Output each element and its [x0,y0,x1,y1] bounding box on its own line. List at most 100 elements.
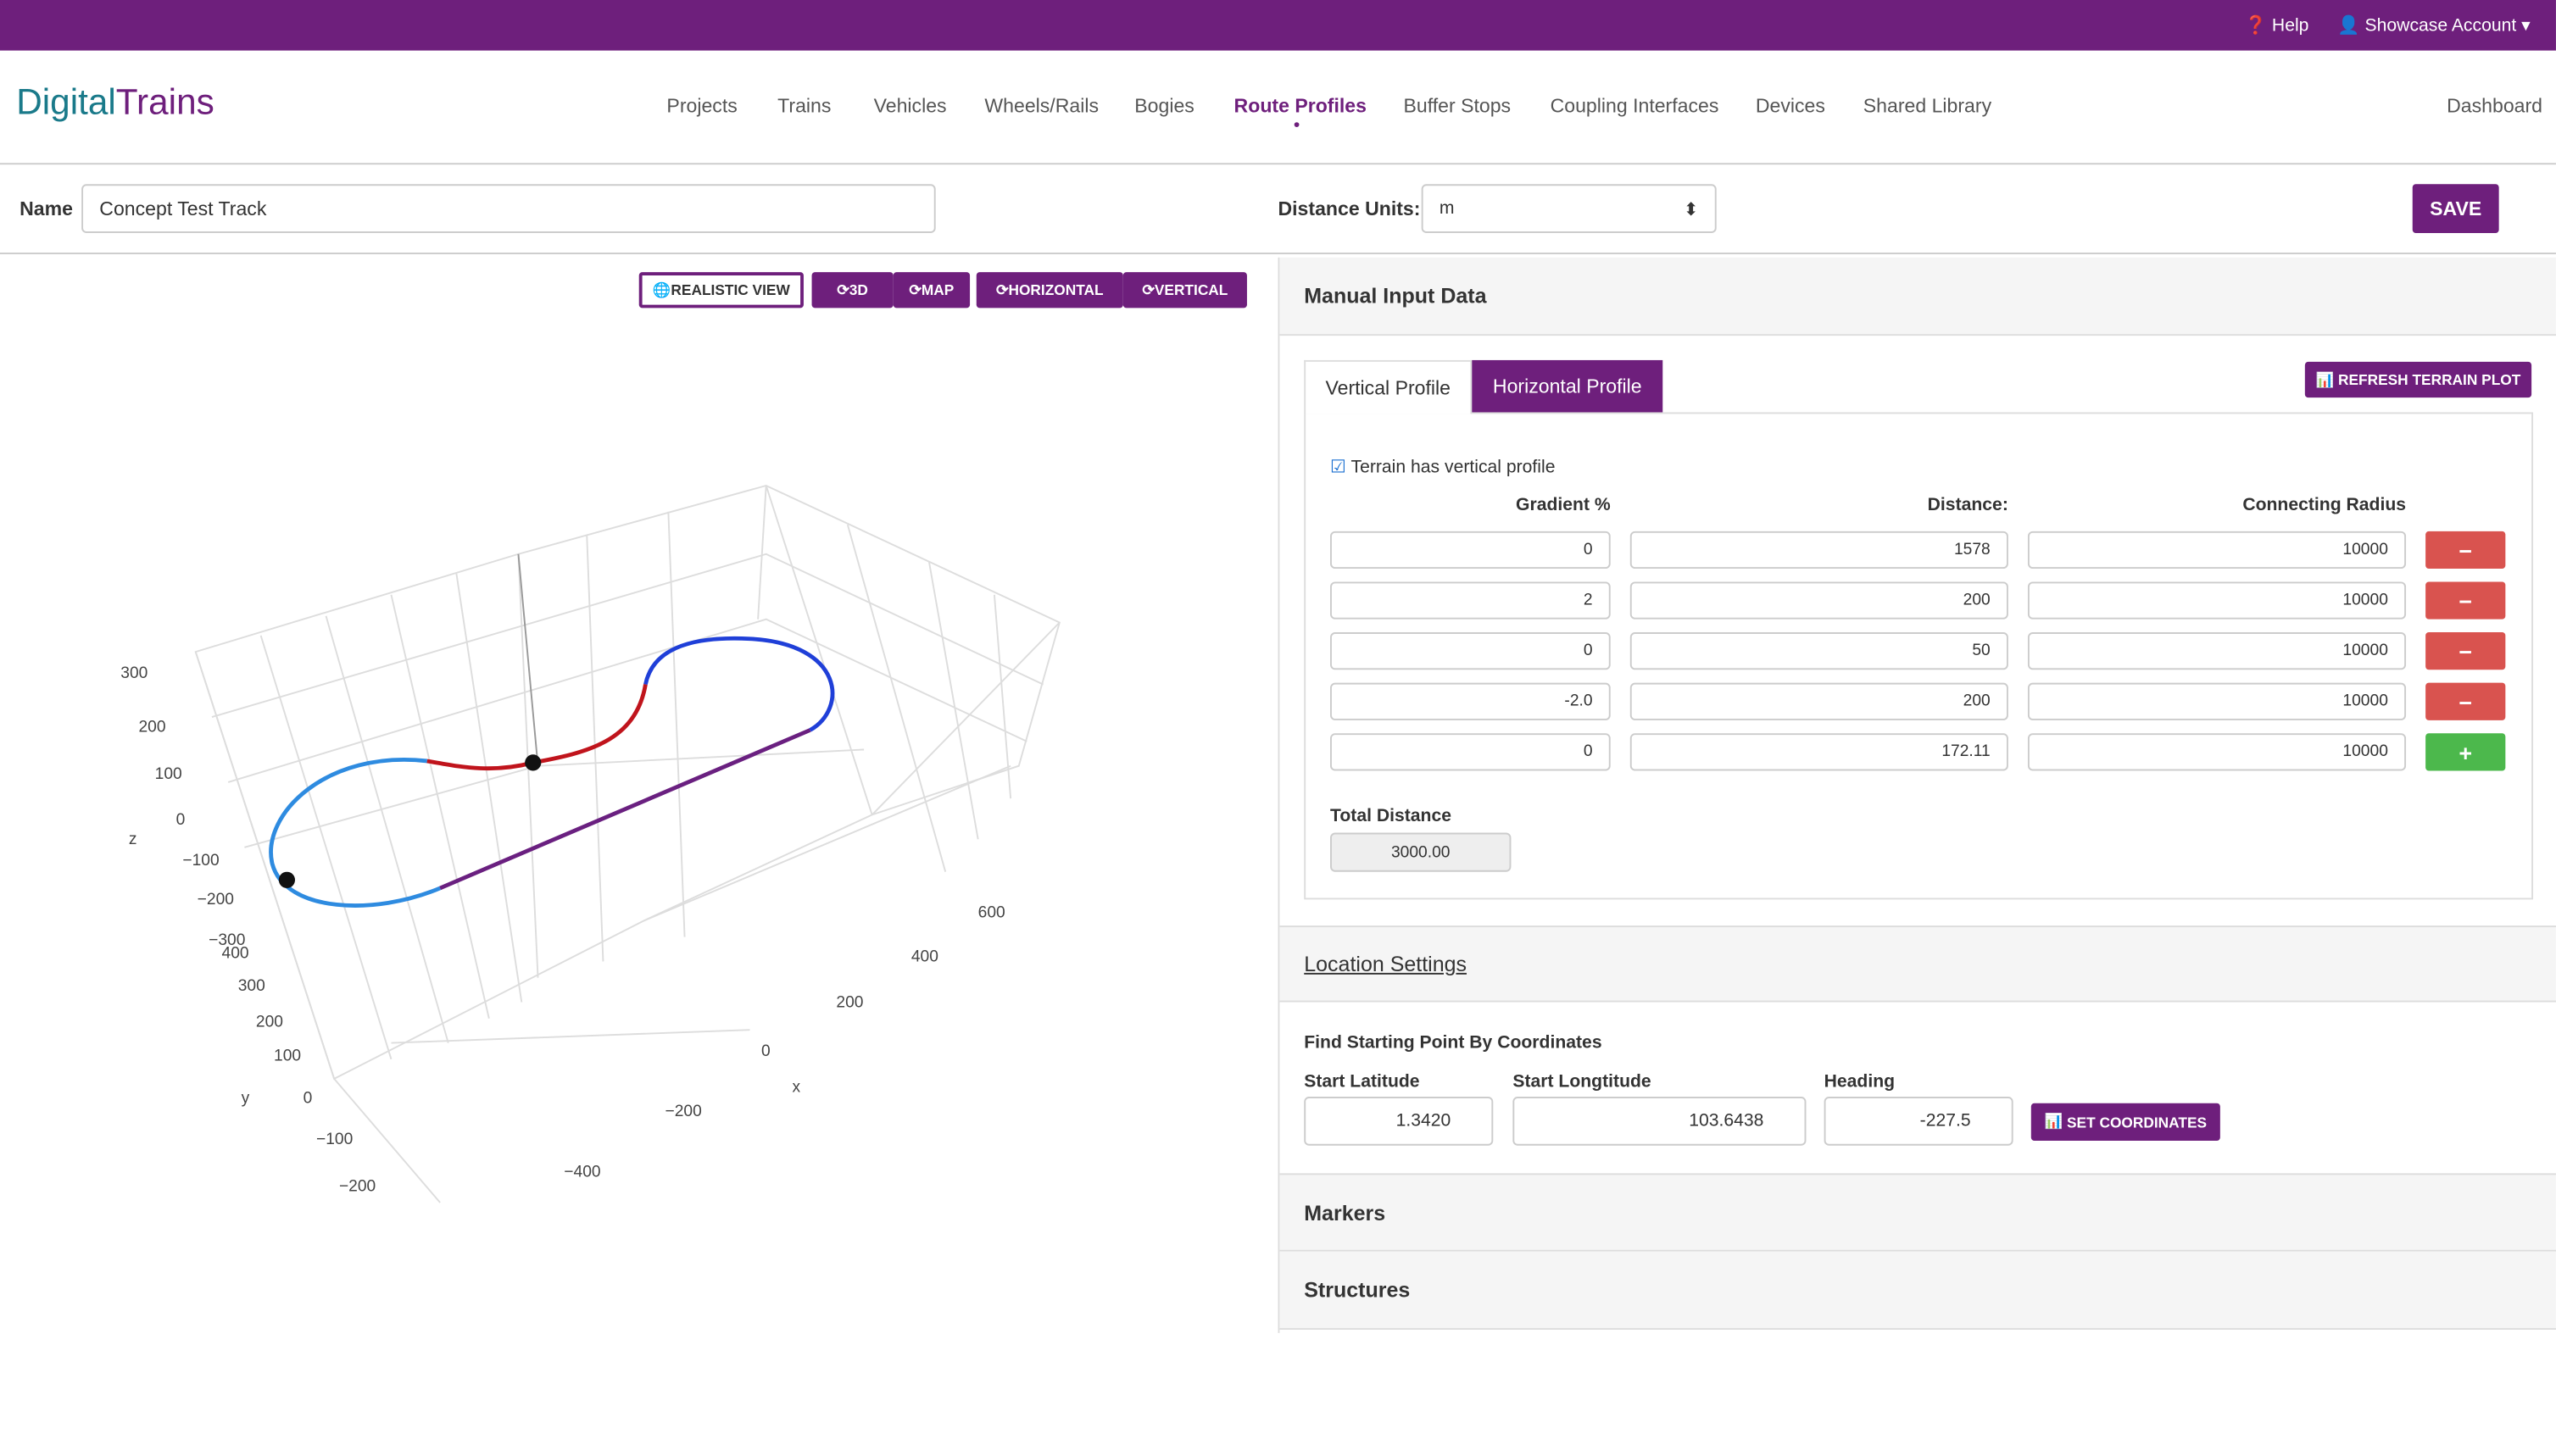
divider [0,253,2556,254]
row-input[interactable]: 200 [1629,682,2008,720]
tick-label: −100 [316,1131,353,1148]
header [0,51,2556,165]
nav-item[interactable]: Wheels/Rails [984,94,1100,118]
section-header[interactable]: Markers [1279,1173,2556,1252]
location-subtitle: Find Starting Point By Coordinates [1304,1033,1602,1053]
row-input[interactable]: 0 [1330,531,1611,570]
name-label: Name [19,197,73,220]
total-label: Total Distance [1330,806,1452,826]
tick-label: −200 [339,1178,376,1196]
view-button-text: 3D [849,281,868,298]
logo-second: Trains [115,81,214,123]
tick-label: 200 [138,718,165,736]
row-input[interactable]: 2 [1330,581,1611,620]
nav-item[interactable]: Devices [1755,94,1825,118]
location-title[interactable]: Location Settings [1279,925,2556,1003]
column-header: Distance: [1927,495,2008,515]
tick-label: 0 [761,1042,771,1060]
view-button[interactable]: ⟳ HORIZONTAL [976,272,1123,308]
units-select[interactable]: m ⬍ [1421,184,1717,233]
row-input[interactable]: 10000 [2027,531,2407,570]
view-button[interactable]: 🌐 REALISTIC VIEW [638,272,804,308]
panel-border [1278,257,1280,1333]
view-button-text: MAP [921,281,955,298]
nav-item[interactable]: Shared Library [1863,94,1992,118]
row-input[interactable]: 10000 [2027,733,2407,771]
tick-label: −200 [665,1103,702,1120]
field-input[interactable]: -227.5 [1824,1097,2013,1146]
logo[interactable]: DigitalTrains [16,81,214,124]
tick-label: 200 [836,993,863,1011]
units-label: Distance Units: [1278,197,1421,220]
remove-button[interactable]: − [2425,581,2506,620]
nav-item[interactable]: Bogies [1134,94,1194,118]
tick-label: 300 [120,664,148,682]
add-button[interactable]: + [2425,733,2506,771]
tick-label: −300 [209,931,245,949]
tick-label: −400 [564,1163,600,1181]
nav-item[interactable]: Trains [777,94,832,118]
tick-label: 400 [222,945,249,963]
field-input[interactable]: 103.6438 [1512,1097,1807,1146]
view-button[interactable]: ⟳ VERTICAL [1122,272,1247,308]
account-text[interactable]: Showcase Account [2364,16,2517,36]
set-coordinates-button[interactable]: SET COORDINATES [2066,1114,2208,1131]
view-button[interactable]: ⟳ 3D [811,272,894,308]
account-menu[interactable]: 👤 Showcase Account ▾ [2337,16,2531,36]
help-link[interactable]: ❓ Help [2244,16,2309,36]
tick-label: y [242,1090,250,1108]
help-text[interactable]: Help [2271,16,2309,36]
remove-button[interactable]: − [2425,531,2506,570]
manual-title: Manual Input Data [1279,257,2556,336]
view-button-text: VERTICAL [1154,281,1228,298]
nav-item[interactable]: Buffer Stops [1403,94,1512,118]
row-input[interactable]: 10000 [2027,682,2407,720]
row-input[interactable]: 10000 [2027,581,2407,620]
tick-label: −100 [182,852,219,870]
tab[interactable]: Vertical Profile [1304,359,1473,414]
tick-label: 100 [274,1048,301,1065]
name-input[interactable]: Concept Test Track [81,184,936,233]
view-button[interactable]: ⟳ MAP [893,272,971,308]
plot-3d: 3002001000−100−200−3004003002001000−100−… [120,484,1061,1203]
row-input[interactable]: 10000 [2027,632,2407,670]
remove-button[interactable]: − [2425,682,2506,720]
checkbox[interactable]: ☑ Terrain has vertical profile [1330,458,1556,478]
row-input[interactable]: -2.0 [1330,682,1611,720]
tick-label: 0 [303,1090,313,1108]
nav-item[interactable]: Vehicles [873,94,947,118]
row-input[interactable]: 200 [1629,581,2008,620]
nav-item[interactable]: Projects [666,94,738,118]
row-input[interactable]: 1578 [1629,531,2008,570]
tick-label: 600 [978,904,1005,922]
field-label: Start Longtitude [1512,1072,1651,1092]
row-input[interactable]: 0 [1330,632,1611,670]
tick-label: 0 [176,811,186,829]
tick-label: x [792,1078,800,1096]
section-header[interactable]: Structures [1279,1251,2556,1331]
column-header: Gradient % [1516,495,1611,515]
field-input[interactable]: 1.3420 [1304,1097,1494,1146]
units-value: m [1439,198,1455,219]
row-input[interactable]: 50 [1629,632,2008,670]
nav-item[interactable]: Coupling Interfaces [1550,94,1719,118]
refresh-button[interactable]: REFRESH TERRAIN PLOT [2337,371,2521,388]
column-header: Connecting Radius [2242,495,2407,515]
save-button[interactable]: SAVE [2412,184,2499,233]
logo-first: Digital [16,81,116,123]
total-value: 3000.00 [1330,832,1512,872]
tick-label: z [129,831,137,848]
nav-item-active[interactable]: Route Profiles [1233,94,1367,118]
row-input[interactable]: 0 [1330,733,1611,771]
dashboard-link[interactable]: Dashboard [2447,94,2543,118]
tick-label: 200 [256,1013,283,1031]
tab-panel [1304,412,2534,900]
row-input[interactable]: 172.11 [1629,733,2008,771]
tab-active[interactable]: Horizontal Profile [1472,359,1663,413]
remove-button[interactable]: − [2425,632,2506,670]
tick-label: 400 [911,948,938,965]
tick-label: −200 [198,891,234,909]
top-bar [0,0,2556,51]
field-label: Start Latitude [1304,1072,1420,1092]
